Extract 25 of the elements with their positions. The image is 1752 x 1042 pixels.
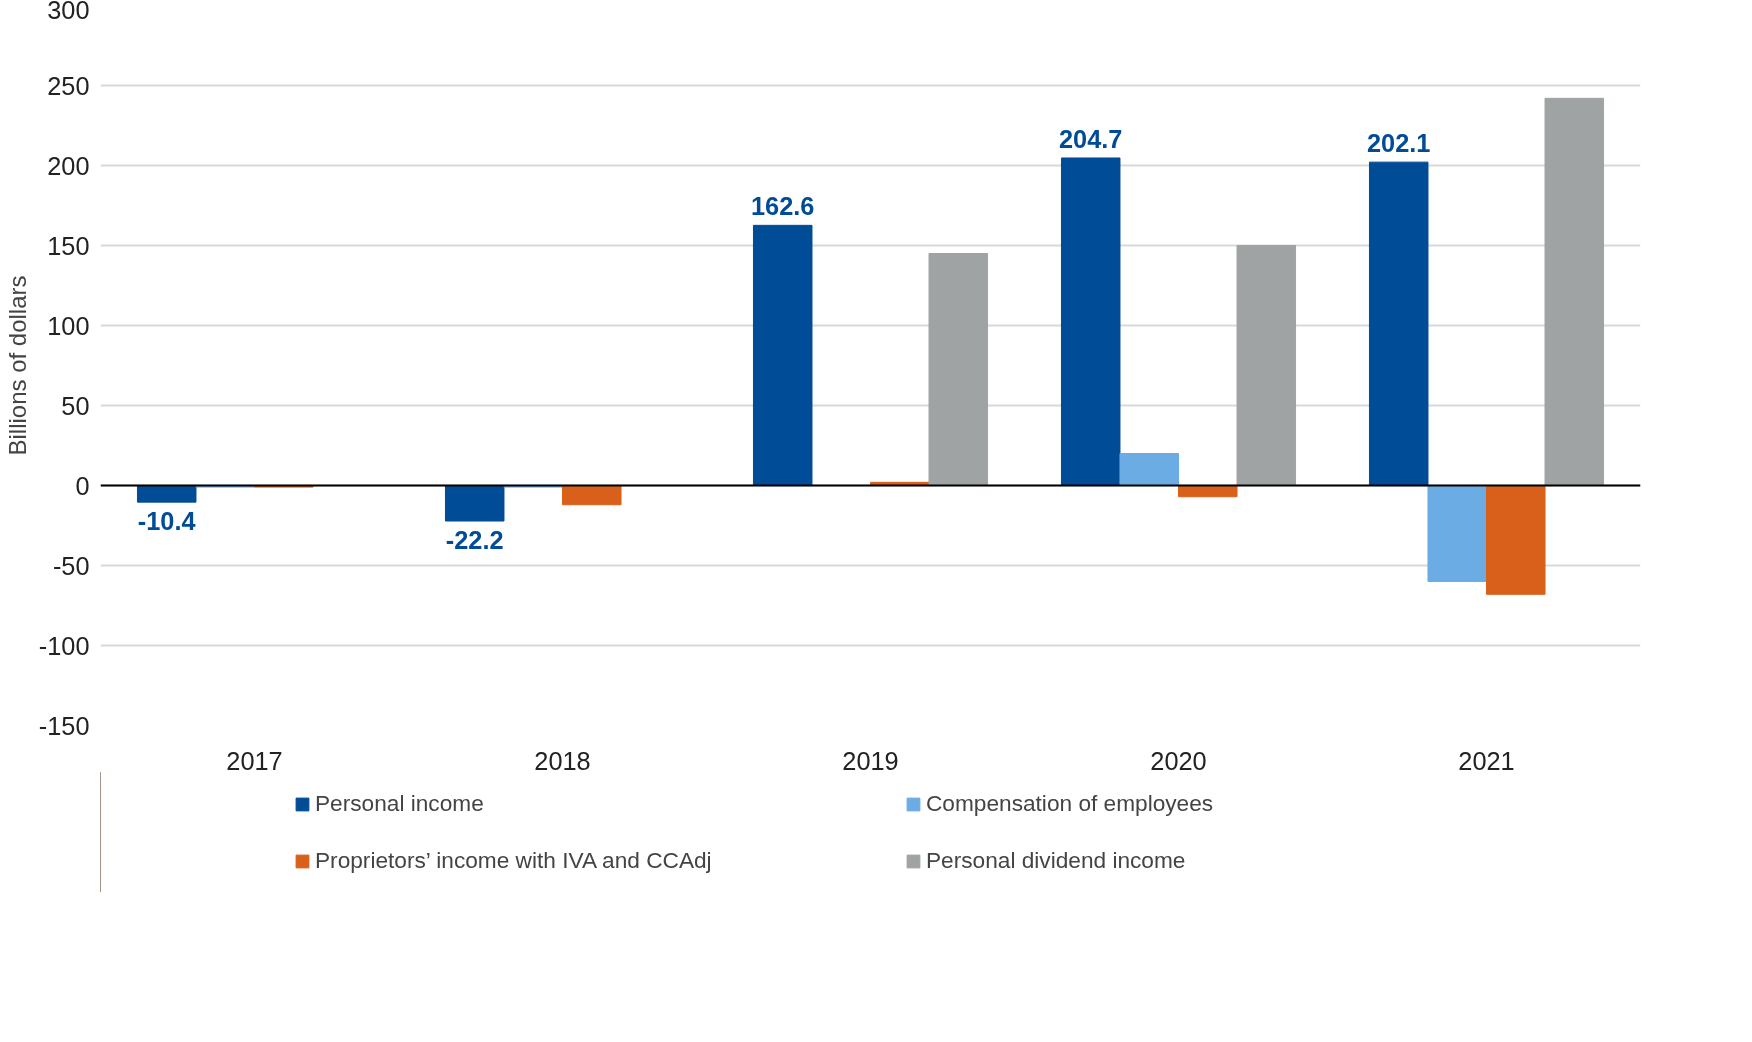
y-tick-label: -50: [52, 551, 90, 580]
x-tick-label: 2018: [534, 746, 591, 775]
data-label: 204.7: [1059, 124, 1123, 153]
y-tick-label: -100: [38, 631, 90, 660]
data-label: 202.1: [1367, 129, 1431, 158]
y-axis-title: Billions of dollars: [3, 275, 31, 456]
legend-label: Personal income: [315, 790, 485, 817]
data-label: -10.4: [137, 507, 196, 536]
x-tick-label: 2019: [842, 746, 899, 775]
x-tick-label: 2021: [1458, 746, 1515, 775]
y-tick-label: 150: [47, 231, 90, 260]
y-tick-label: 100: [47, 311, 90, 340]
y-tick-label: 300: [47, 0, 90, 24]
data-label: -22.2: [445, 526, 504, 555]
y-tick-label: 0: [75, 471, 90, 500]
data-label: 162.6: [751, 192, 815, 221]
y-tick-label: 50: [61, 391, 90, 420]
legend-label: Personal dividend income: [926, 847, 1187, 874]
legend-label: Compensation of employees: [926, 790, 1215, 817]
x-tick-label: 2017: [226, 746, 283, 775]
x-tick-label: 2020: [1150, 746, 1207, 775]
y-tick-label: 200: [47, 151, 90, 180]
y-tick-label: -150: [38, 711, 90, 740]
legend-label: Proprietors’ income with IVA and CCAdj: [315, 847, 713, 874]
y-tick-label: 250: [47, 71, 90, 100]
